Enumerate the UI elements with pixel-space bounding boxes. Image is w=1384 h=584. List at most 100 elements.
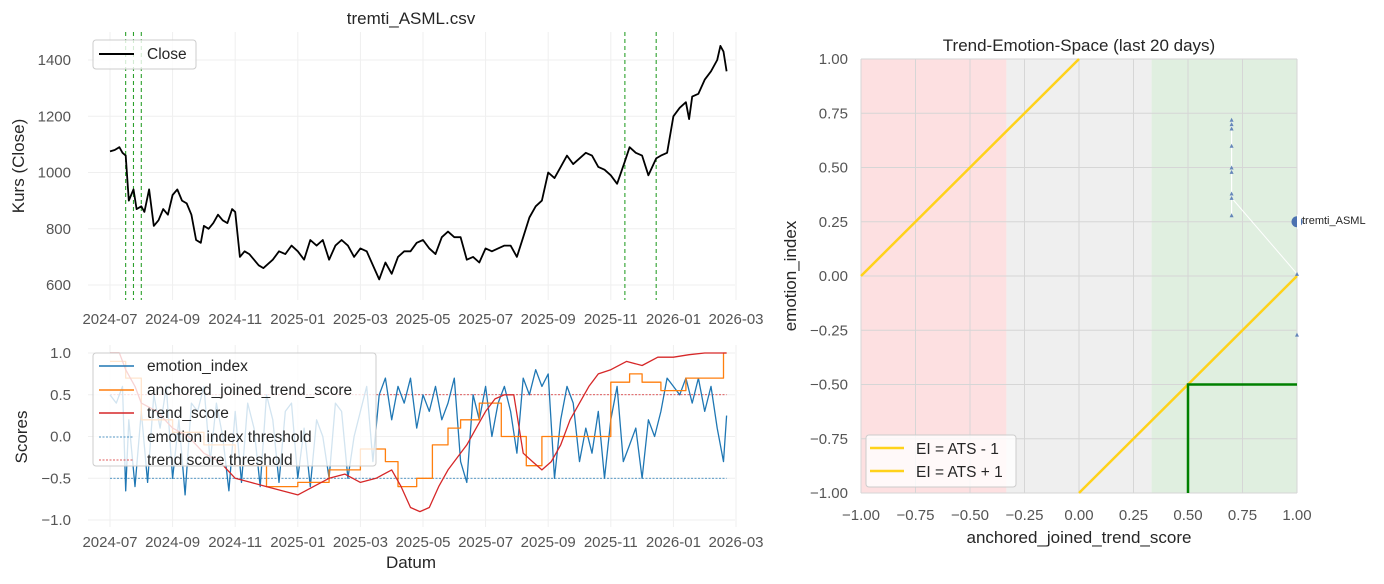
scores-chart: 2024-07 2024-09 2024-11 2025-01 2025-03 2025-…: [12, 345, 764, 572]
right-x-tick-label: −1.00: [842, 507, 880, 524]
top-x-ticks: 2024-07 2024-09 2024-11 2025-01 2025-03 2025-…: [82, 311, 763, 328]
bottom-x-tick-label: 2025-03: [333, 534, 388, 551]
legend-close-label: Close: [147, 46, 187, 63]
bottom-x-tick-label: 2025-07: [458, 534, 513, 551]
top-y-tick-label: 600: [46, 277, 71, 294]
bottom-y-tick-label: −1.0: [41, 512, 71, 529]
bottom-x-tick-label: 2024-09: [145, 534, 200, 551]
right-legend: EI = ATS - 1 EI = ATS + 1: [865, 434, 1017, 488]
top-y-tick-label: 800: [46, 221, 71, 238]
right-y-tick-label: −0.25: [810, 322, 848, 339]
trend-emotion-space-chart: −1.00 −0.75 −0.50 −0.25 0.00 0.25 0.50 0.75 1.00…: [781, 36, 1366, 547]
close-series: [109, 45, 728, 281]
top-legend-box: [92, 39, 197, 70]
right-y-tick-label: 1.00: [819, 51, 848, 68]
top-y-ticks: 600 800 1000 1200 1400: [38, 52, 71, 294]
right-x-tick-label: −0.50: [951, 507, 989, 524]
right-x-tick-label: −0.75: [897, 507, 935, 524]
green-target-box: [1186, 383, 1297, 493]
top-chart-title: tremti_ASML.csv: [347, 9, 476, 28]
bottom-x-tick-label: 2025-05: [395, 534, 450, 551]
legend-ei-plus-label: EI = ATS + 1: [916, 464, 1003, 481]
right-x-ticks: −1.00 −0.75 −0.50 −0.25 0.00 0.25 0.50 0.75 1.00: [842, 507, 1312, 524]
right-chart-title: Trend-Emotion-Space (last 20 days): [943, 36, 1215, 55]
bottom-y-tick-label: 1.0: [50, 345, 71, 362]
right-y-tick-label: −1.00: [810, 485, 848, 502]
legend-emotion-label: emotion_index: [147, 358, 248, 375]
bottom-x-ticks: 2024-07 2024-09 2024-11 2025-01 2025-03 2025-…: [82, 534, 763, 551]
right-y-ticks: −1.00 −0.75 −0.50 −0.25 0.00 0.25 0.50 0.75 1.00: [810, 51, 848, 502]
top-x-tick-label: 2025-09: [521, 311, 576, 328]
legend-ei-minus-label: EI = ATS - 1: [916, 441, 999, 458]
bottom-x-tick-label: 2025-11: [584, 534, 638, 551]
right-y-tick-label: 0.50: [819, 160, 848, 177]
top-legend: Close: [92, 39, 197, 70]
trail-marker: [1229, 213, 1234, 218]
top-y-tick-label: 1000: [38, 165, 71, 182]
trail-marker: [1229, 169, 1234, 174]
ei-ats-plus-1-line: [860, 58, 1080, 277]
bottom-y-ticks: −1.0 −0.5 0.0 0.5 1.0: [41, 345, 71, 529]
trail-marker: [1229, 143, 1234, 148]
top-y-axis-label: Kurs (Close): [9, 119, 28, 213]
top-x-tick-label: 2025-01: [270, 311, 325, 328]
bottom-x-tick-label: 2025-09: [521, 534, 576, 551]
close-line: [109, 45, 728, 281]
clip-mask: [1297, 214, 1301, 229]
bottom-legend: emotion_index anchored_joined_trend_scor…: [92, 352, 377, 469]
right-y-axis-label: emotion_index: [781, 220, 800, 331]
right-y-tick-label: 0.25: [819, 214, 848, 231]
legend-ts-threshold-label: trend score threshold: [147, 452, 293, 469]
top-x-tick-label: 2025-05: [395, 311, 450, 328]
bottom-x-tick-label: 2025-01: [270, 534, 325, 551]
trail-marker: [1295, 332, 1299, 337]
bottom-y-axis-label: Scores: [12, 411, 31, 464]
close-price-chart: 2024-07 2024-09 2024-11 2025-01 2025-03 2025-…: [9, 9, 764, 328]
trail-marker: [1229, 165, 1234, 170]
current-point-label: tremti_ASML: [1302, 215, 1366, 227]
right-x-tick-label: 1.00: [1282, 507, 1311, 524]
right-x-tick-label: −0.25: [1006, 507, 1044, 524]
right-x-tick-label: 0.50: [1173, 507, 1202, 524]
green-box: [1186, 383, 1297, 493]
top-x-tick-label: 2026-01: [646, 311, 701, 328]
top-y-tick-label: 1200: [38, 108, 71, 125]
trail-marker: [1295, 271, 1299, 276]
trail-points: [1229, 117, 1303, 337]
right-x-axis-label: anchored_joined_trend_score: [967, 528, 1192, 547]
top-x-tick-label: 2024-07: [82, 311, 137, 328]
right-y-tick-label: 0.00: [819, 268, 848, 285]
right-x-tick-label: 0.00: [1064, 507, 1093, 524]
trail-arrow-line: [1231, 197, 1298, 275]
right-y-tick-label: −0.75: [810, 431, 848, 448]
trail-marker: [1229, 195, 1234, 200]
right-x-tick-label: 0.25: [1119, 507, 1148, 524]
top-x-tick-label: 2025-03: [333, 311, 388, 328]
right-grid: [860, 58, 1298, 494]
right-x-tick-label: 0.75: [1228, 507, 1257, 524]
top-x-tick-label: 2025-11: [584, 311, 638, 328]
trail-marker: [1229, 191, 1234, 196]
legend-ajts-label: anchored_joined_trend_score: [147, 382, 352, 399]
signal-lines: [125, 32, 657, 300]
legend-ei-threshold-label: emotion index threshold: [147, 429, 312, 446]
bottom-y-tick-label: 0.5: [50, 387, 71, 404]
bottom-legend-box: [92, 352, 377, 467]
top-y-tick-label: 1400: [38, 52, 71, 69]
top-x-tick-label: 2024-09: [145, 311, 200, 328]
bottom-y-tick-label: −0.5: [41, 470, 71, 487]
bottom-x-tick-label: 2024-11: [208, 534, 262, 551]
trail-marker: [1229, 117, 1234, 122]
trail-marker: [1229, 126, 1234, 131]
bottom-x-tick-label: 2026-01: [646, 534, 701, 551]
bottom-x-tick-label: 2026-03: [708, 534, 763, 551]
bottom-x-axis-label: Datum: [386, 553, 436, 572]
right-y-tick-label: −0.50: [810, 377, 848, 394]
top-x-tick-label: 2026-03: [708, 311, 763, 328]
top-x-tick-label: 2025-07: [458, 311, 513, 328]
top-x-tick-label: 2024-11: [208, 311, 262, 328]
bottom-x-tick-label: 2024-07: [82, 534, 137, 551]
trail-marker: [1229, 122, 1234, 127]
top-grid: [88, 32, 737, 300]
bottom-y-tick-label: 0.0: [50, 429, 71, 446]
